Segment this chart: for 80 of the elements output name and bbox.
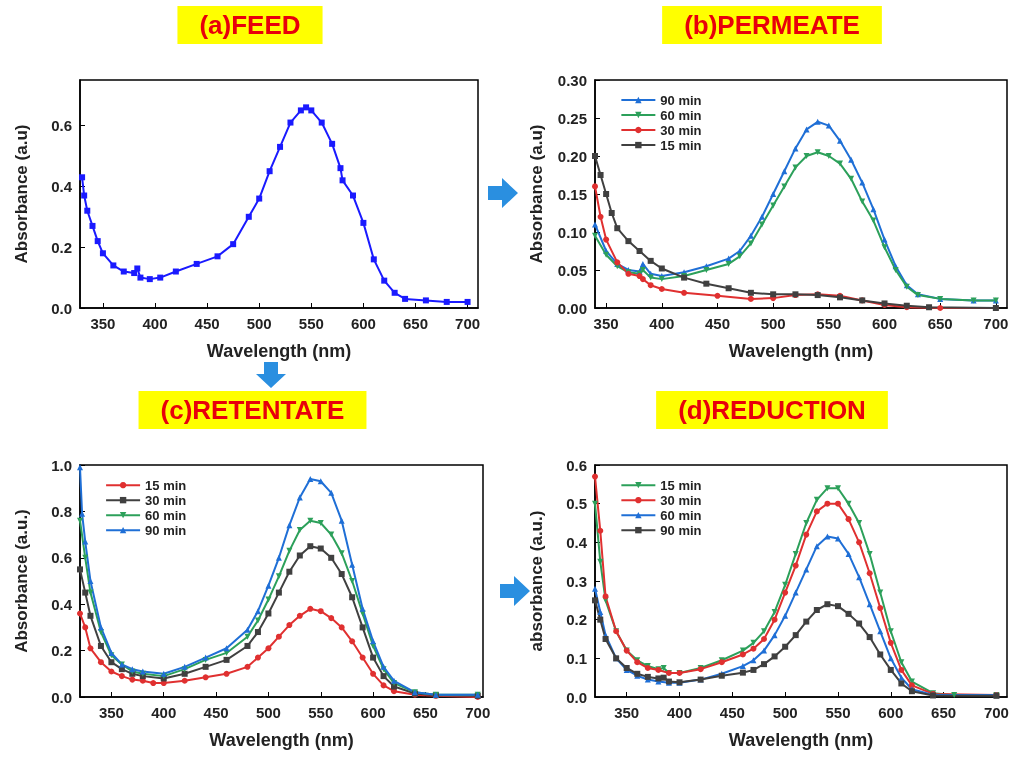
x-tick-label: 400 <box>151 704 177 721</box>
y-tick-label: 0.4 <box>51 177 73 195</box>
x-tick-label: 700 <box>465 704 491 721</box>
x-tick-label: 650 <box>412 704 438 721</box>
x-tick-label: 350 <box>614 704 640 721</box>
x-tick-label: 400 <box>649 315 675 332</box>
chart-title: (c)RETENTATE <box>160 395 345 425</box>
y-tick-label: 0.25 <box>557 109 587 127</box>
x-axis-title: Wavelength (nm) <box>209 730 354 750</box>
x-axis-title: Wavelength (nm) <box>728 730 874 750</box>
legend-label: 15 min <box>660 137 702 153</box>
legend-label: 90 min <box>660 92 702 108</box>
y-tick-label: 1.0 <box>51 456 72 474</box>
x-tick-label: 650 <box>931 704 957 721</box>
y-tick-label: 0.15 <box>557 185 587 203</box>
legend-label: 90 min <box>660 522 702 538</box>
x-tick-label: 550 <box>825 704 851 721</box>
chart-title: (b)PERMEATE <box>684 10 860 40</box>
x-tick-label: 650 <box>927 315 953 332</box>
legend-label: 60 min <box>660 107 702 123</box>
x-tick-label: 550 <box>298 315 324 332</box>
y-tick-label: 0.6 <box>566 456 587 474</box>
chart-title: (a)FEED <box>199 10 301 40</box>
y-axis-title: Absorbance (a.u) <box>12 124 31 264</box>
legend-label: 15 min <box>660 477 702 493</box>
y-tick-label: 0.4 <box>566 533 588 551</box>
x-tick-label: 450 <box>203 704 229 721</box>
y-tick-label: 0.5 <box>566 495 587 513</box>
y-tick-label: 0.30 <box>557 71 587 89</box>
x-tick-label: 700 <box>455 315 481 332</box>
x-tick-label: 600 <box>360 704 386 721</box>
y-tick-label: 0.0 <box>51 688 72 706</box>
x-tick-label: 500 <box>255 704 281 721</box>
y-tick-label: 0.2 <box>51 642 72 660</box>
x-tick-label: 550 <box>816 315 842 332</box>
y-axis-title: Absorbance (a.u.) <box>12 509 31 653</box>
y-axis-title: absorbance (a.u.) <box>527 510 546 652</box>
y-tick-label: 0.10 <box>557 223 587 241</box>
x-tick-label: 400 <box>667 704 693 721</box>
chart-title: (d)REDUCTION <box>678 395 866 425</box>
y-tick-label: 0.00 <box>557 299 587 317</box>
y-tick-label: 0.6 <box>51 549 72 567</box>
y-tick-label: 0.1 <box>566 649 587 667</box>
y-tick-label: 0.8 <box>51 502 72 520</box>
y-tick-label: 0.6 <box>51 117 72 135</box>
legend-label: 15 min <box>145 477 187 493</box>
x-tick-label: 700 <box>983 315 1009 332</box>
x-tick-label: 600 <box>350 315 376 332</box>
legend-label: 30 min <box>660 122 702 138</box>
x-tick-label: 600 <box>878 704 904 721</box>
x-tick-label: 450 <box>194 315 220 332</box>
x-tick-label: 550 <box>308 704 334 721</box>
x-tick-label: 500 <box>772 704 798 721</box>
y-tick-label: 0.2 <box>566 611 587 629</box>
x-tick-label: 450 <box>704 315 730 332</box>
y-tick-label: 0.20 <box>557 147 587 165</box>
x-tick-label: 600 <box>872 315 898 332</box>
x-tick-label: 350 <box>98 704 124 721</box>
x-axis-title: Wavelength (nm) <box>728 341 874 361</box>
legend-label: 60 min <box>660 507 702 523</box>
y-tick-label: 0.0 <box>566 688 587 706</box>
y-tick-label: 0.2 <box>51 238 72 256</box>
x-tick-label: 350 <box>90 315 116 332</box>
y-axis-title: Absorbance (a.u) <box>527 124 546 264</box>
x-tick-label: 500 <box>246 315 272 332</box>
x-axis-title: Wavelength (nm) <box>206 341 352 361</box>
x-tick-label: 350 <box>593 315 619 332</box>
legend-label: 90 min <box>145 522 187 538</box>
y-tick-label: 0.0 <box>51 299 72 317</box>
legend-label: 30 min <box>145 492 187 508</box>
legend-label: 30 min <box>660 492 702 508</box>
x-tick-label: 450 <box>719 704 745 721</box>
y-tick-label: 0.3 <box>566 572 587 590</box>
x-tick-label: 700 <box>983 704 1009 721</box>
x-tick-label: 400 <box>142 315 168 332</box>
x-tick-label: 500 <box>760 315 786 332</box>
y-tick-label: 0.4 <box>51 595 73 613</box>
legend-label: 60 min <box>145 507 187 523</box>
y-tick-label: 0.05 <box>557 261 587 279</box>
x-tick-label: 650 <box>402 315 428 332</box>
